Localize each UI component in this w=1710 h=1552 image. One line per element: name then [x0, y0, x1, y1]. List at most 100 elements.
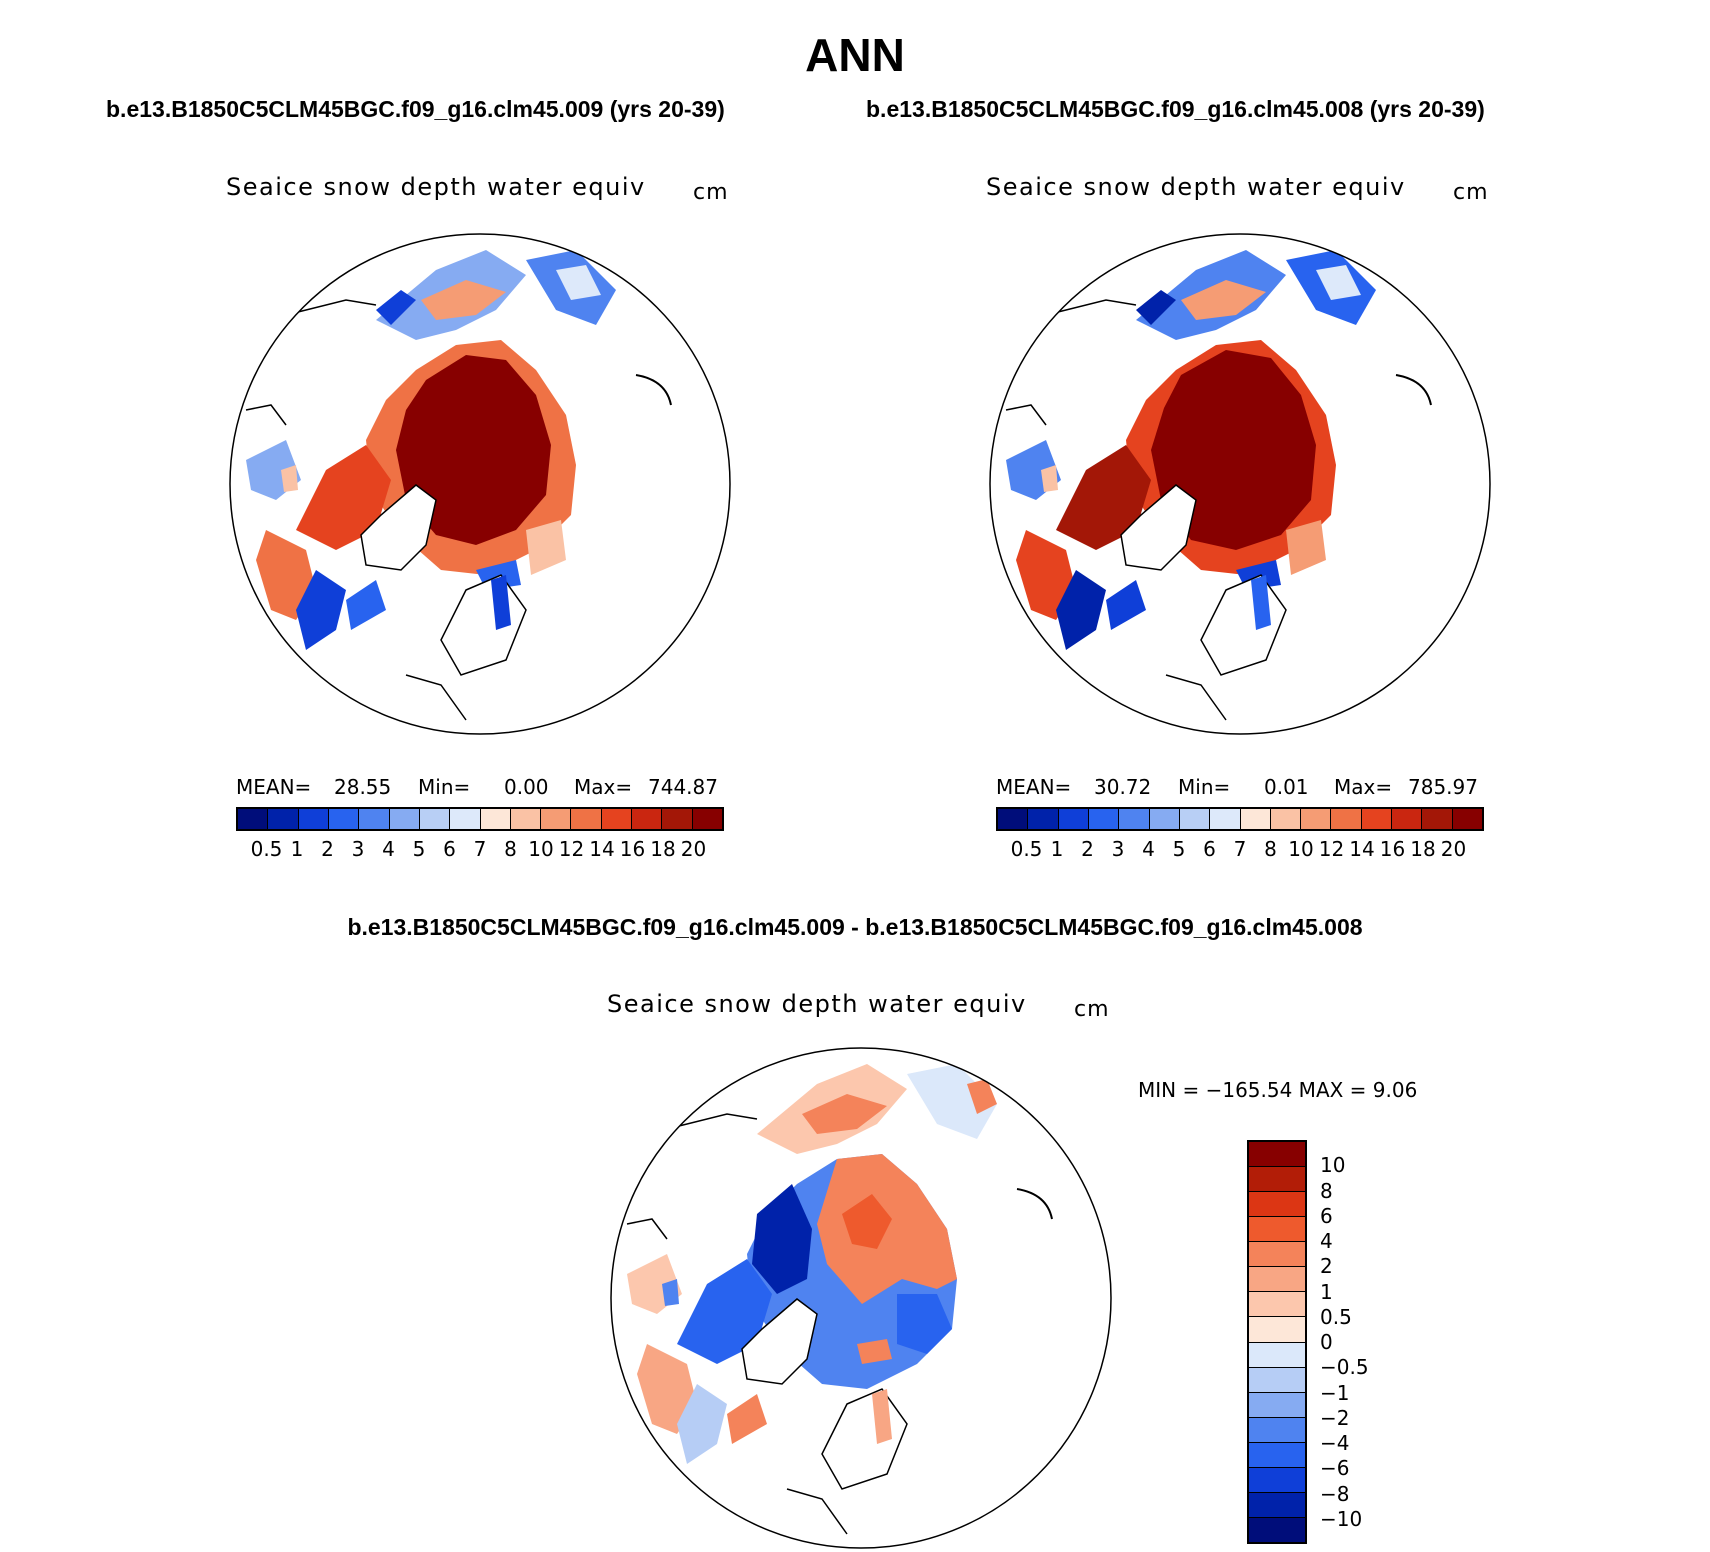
colorbar-swatch: [1249, 1242, 1305, 1268]
colorbar-swatch: [1249, 1492, 1305, 1518]
colorbar-tick-label: 7: [1233, 837, 1247, 861]
colorbar-swatch: [268, 809, 299, 829]
colorbar-tick-label: 14: [1349, 837, 1375, 861]
colorbar-swatch: [1149, 809, 1180, 829]
colorbar-tick-label: 20: [1440, 837, 1467, 861]
colorbar-swatch: [1249, 1442, 1305, 1468]
colorbar-swatch: [1331, 809, 1362, 829]
colorbar-swatch: [541, 809, 572, 829]
colorbar-swatch: [632, 809, 663, 829]
colorbar-swatch: [1249, 1267, 1305, 1293]
colorbar-tick-label: 14: [589, 837, 615, 861]
colorbar-swatch: [1249, 1217, 1305, 1243]
colorbar-tick-label: 20: [680, 837, 707, 861]
colorbar-swatch: [1058, 809, 1089, 829]
colorbar-tick-label: −1: [1320, 1380, 1350, 1405]
colorbar-tick-label: 16: [1379, 837, 1406, 861]
panel1-title: Seaice snow depth water equiv: [226, 173, 646, 201]
panel1-stats: MEAN= 28.55 Min= 0.00 Max= 744.87: [236, 775, 718, 799]
colorbar-tick-label: 0: [1320, 1330, 1333, 1354]
colorbar-tick-label: 18: [1410, 837, 1436, 861]
colorbar-tick-label: 6: [1203, 837, 1216, 861]
colorbar-swatch: [1249, 1417, 1305, 1443]
colorbar-tick-label: 0.5: [250, 837, 283, 861]
colorbar-tick-label: 3: [351, 837, 365, 861]
colorbar-swatch: [419, 809, 451, 829]
colorbar-swatch: [359, 809, 390, 829]
diff-polar-map: [610, 1047, 1112, 1549]
colorbar-swatch: [571, 809, 602, 829]
colorbar-swatch: [1249, 1392, 1305, 1418]
colorbar-swatch: [1452, 809, 1482, 829]
colorbar-swatch: [662, 809, 693, 829]
colorbar-tick-label: 7: [473, 837, 487, 861]
colorbar-swatch: [1249, 1192, 1305, 1218]
panel2-greenland: [1120, 484, 1197, 571]
colorbar-swatch: [1249, 1317, 1305, 1343]
colorbar-tick-label: 10: [528, 837, 554, 861]
colorbar-swatch: [1249, 1342, 1305, 1368]
panel1-greenland: [360, 484, 437, 571]
colorbar-tick-label: −8: [1320, 1481, 1350, 1506]
diff-title: Seaice snow depth water equiv: [607, 990, 1027, 1018]
figure-title: ANN: [805, 29, 905, 81]
panel2-stats: MEAN= 30.72 Min= 0.01 Max= 785.97: [996, 775, 1478, 799]
colorbar-swatch: [1028, 809, 1059, 829]
colorbar-swatch: [1270, 809, 1302, 829]
colorbar-tick-label: −4: [1320, 1431, 1350, 1455]
colorbar-swatch: [1249, 1367, 1305, 1393]
colorbar-tick-label: 8: [1264, 837, 1277, 861]
colorbar-tick-label: −10: [1320, 1506, 1363, 1531]
panel1-units: cm: [693, 180, 729, 205]
panel2-polar-map: [989, 233, 1491, 735]
colorbar-tick-label: 12: [1318, 837, 1345, 861]
colorbar-swatch: [450, 809, 481, 829]
colorbar-swatch: [1210, 809, 1241, 829]
colorbar-swatch: [1392, 809, 1423, 829]
panel1-colorbar: [236, 807, 724, 831]
diff-units: cm: [1074, 997, 1110, 1022]
colorbar-swatch: [238, 809, 269, 829]
colorbar-tick-label: 16: [619, 837, 646, 861]
colorbar-tick-label: 12: [558, 837, 585, 861]
colorbar-tick-label: 2: [321, 837, 334, 861]
colorbar-swatch: [1249, 1142, 1305, 1168]
colorbar-swatch: [1301, 809, 1332, 829]
colorbar-tick-label: 1: [1320, 1279, 1333, 1304]
diff-minmax: MIN = −165.54 MAX = 9.06: [1138, 1078, 1418, 1102]
colorbar-swatch: [1088, 809, 1120, 829]
colorbar-swatch: [692, 809, 722, 829]
colorbar-swatch: [1249, 1467, 1305, 1493]
colorbar-tick-label: 3: [1111, 837, 1125, 861]
colorbar-tick-label: 1: [290, 837, 304, 861]
panel2-title: Seaice snow depth water equiv: [986, 173, 1406, 201]
colorbar-tick-label: 4: [1142, 837, 1155, 861]
colorbar-swatch: [1249, 1517, 1305, 1542]
difference-header: b.e13.B1850C5CLM45BGC.f09_g16.clm45.009 …: [347, 914, 1363, 940]
colorbar-swatch: [1179, 809, 1211, 829]
colorbar-tick-label: 0.5: [1320, 1304, 1352, 1329]
colorbar-tick-label: 6: [443, 837, 456, 861]
colorbar-tick-label: 4: [382, 837, 395, 861]
diff-colorbar: [1247, 1140, 1307, 1544]
colorbar-tick-label: 1: [1050, 837, 1064, 861]
colorbar-swatch: [510, 809, 542, 829]
colorbar-swatch: [389, 809, 420, 829]
colorbar-tick-label: 18: [650, 837, 676, 861]
colorbar-tick-label: −6: [1320, 1456, 1350, 1481]
colorbar-swatch: [601, 809, 633, 829]
case2-header: b.e13.B1850C5CLM45BGC.f09_g16.clm45.008 …: [866, 96, 1485, 122]
colorbar-tick-label: −0.5: [1320, 1355, 1369, 1380]
colorbar-swatch: [1422, 809, 1453, 829]
colorbar-swatch: [480, 809, 511, 829]
colorbar-tick-label: 4: [1320, 1229, 1333, 1253]
colorbar-tick-label: 8: [504, 837, 517, 861]
colorbar-swatch: [298, 809, 329, 829]
colorbar-tick-label: 5: [412, 837, 426, 861]
colorbar-swatch: [1119, 809, 1150, 829]
diff-colorbar-ticks: 10 8 6 4 2 1 0.5 0 −0.5 −1 −2 −4 −6 −8 −10: [1320, 1140, 1400, 1544]
colorbar-tick-label: 0.5: [1010, 837, 1043, 861]
colorbar-tick-label: 5: [1172, 837, 1186, 861]
colorbar-tick-label: 10: [1320, 1153, 1346, 1178]
colorbar-tick-label: 8: [1320, 1178, 1333, 1203]
